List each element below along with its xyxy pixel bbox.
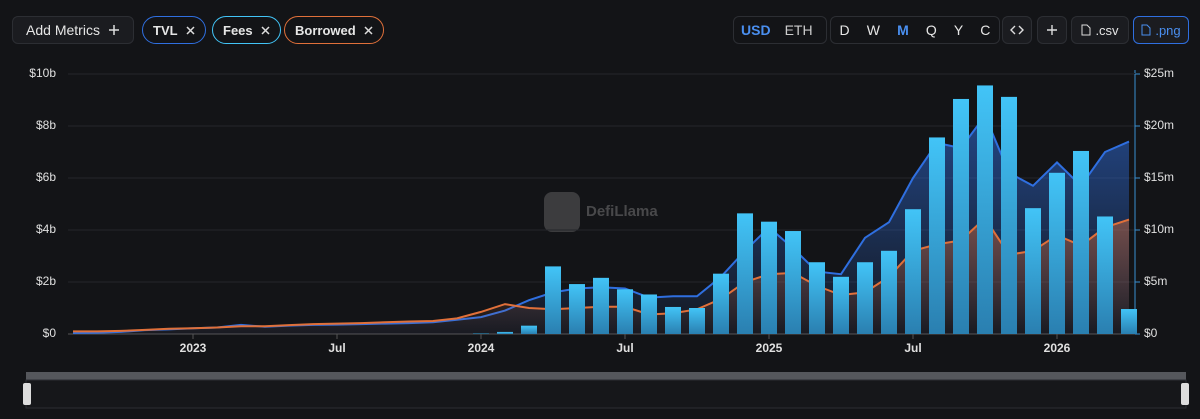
x-tick-label: Jul bbox=[616, 341, 633, 355]
period-option[interactable]: D bbox=[839, 22, 850, 38]
bar bbox=[881, 250, 897, 334]
bar bbox=[473, 333, 489, 334]
y-tick-label: $0 bbox=[43, 326, 57, 340]
metric-chip[interactable]: Borrowed bbox=[284, 16, 384, 44]
bar bbox=[905, 209, 921, 334]
add-button[interactable] bbox=[1037, 16, 1067, 44]
area bbox=[73, 115, 1129, 334]
y2-tick-label: $25m bbox=[1144, 66, 1174, 80]
bar bbox=[569, 284, 585, 334]
plus-icon bbox=[108, 25, 119, 35]
close-icon[interactable] bbox=[364, 25, 373, 35]
period-option[interactable]: W bbox=[866, 22, 880, 38]
x-tick-label: 2025 bbox=[756, 341, 783, 355]
currency-toggle: USD ETH bbox=[733, 16, 827, 44]
y2-tick-label: $5m bbox=[1144, 274, 1167, 288]
y-tick-label: $10b bbox=[29, 66, 56, 80]
watermark-text: DefiLlama bbox=[586, 203, 658, 220]
y-tick-label: $8b bbox=[36, 118, 56, 132]
bar bbox=[953, 98, 969, 335]
bar bbox=[689, 308, 705, 334]
embed-button[interactable] bbox=[1002, 16, 1032, 44]
code-icon bbox=[1010, 25, 1024, 35]
bar bbox=[713, 273, 729, 334]
bar bbox=[1001, 96, 1017, 334]
add-metrics-button[interactable]: Add Metrics bbox=[12, 16, 134, 44]
bar bbox=[1025, 208, 1041, 334]
zoom-brush[interactable] bbox=[25, 379, 1187, 409]
bar bbox=[665, 306, 681, 334]
watermark: DefiLlama bbox=[544, 192, 658, 232]
y-tick-label: $6b bbox=[36, 170, 56, 184]
line bbox=[73, 216, 1130, 333]
file-icon bbox=[1081, 24, 1091, 36]
line bbox=[72, 113, 1130, 334]
png-label: .png bbox=[1155, 22, 1181, 38]
bar bbox=[929, 137, 945, 334]
metric-chip-label: Fees bbox=[223, 22, 253, 38]
close-icon[interactable] bbox=[261, 25, 270, 35]
add-metrics-label: Add Metrics bbox=[26, 22, 100, 38]
bar bbox=[1097, 216, 1113, 334]
area bbox=[73, 218, 1129, 334]
bar bbox=[545, 266, 561, 334]
bar bbox=[977, 85, 993, 334]
bar bbox=[737, 213, 753, 334]
currency-option[interactable]: USD bbox=[741, 22, 771, 38]
x-tick-label: Jul bbox=[904, 341, 921, 355]
bar bbox=[593, 277, 609, 334]
x-tick-label: 2026 bbox=[1044, 341, 1071, 355]
period-option[interactable]: C bbox=[980, 22, 991, 38]
csv-button[interactable]: .csv bbox=[1071, 16, 1129, 44]
bar bbox=[641, 294, 657, 334]
file-icon bbox=[1141, 24, 1151, 36]
bar bbox=[617, 289, 633, 334]
x-tick-label: Jul bbox=[328, 341, 345, 355]
period-option[interactable]: Q bbox=[925, 22, 937, 38]
x-tick-label: 2023 bbox=[180, 341, 207, 355]
y2-tick-label: $0 bbox=[1144, 326, 1158, 340]
bar bbox=[1121, 309, 1137, 334]
metric-chip-label: TVL bbox=[153, 22, 178, 38]
metric-chip[interactable]: TVL bbox=[142, 16, 206, 44]
y2-tick-label: $10m bbox=[1144, 222, 1174, 236]
y-tick-label: $4b bbox=[36, 222, 56, 236]
y-tick-label: $2b bbox=[36, 274, 56, 288]
currency-option[interactable]: ETH bbox=[784, 22, 813, 38]
zoom-handle-right[interactable] bbox=[1181, 383, 1189, 405]
bar bbox=[1073, 150, 1089, 334]
bar bbox=[809, 262, 825, 334]
period-option[interactable]: M bbox=[897, 22, 909, 38]
bar bbox=[497, 331, 513, 334]
metric-chip[interactable]: Fees bbox=[212, 16, 281, 44]
y2-tick-label: $20m bbox=[1144, 118, 1174, 132]
bar bbox=[785, 231, 801, 334]
plus-icon bbox=[1047, 25, 1057, 35]
bar bbox=[857, 262, 873, 334]
close-icon[interactable] bbox=[186, 25, 195, 35]
bar bbox=[521, 325, 537, 334]
bar bbox=[833, 276, 849, 334]
x-tick-label: 2024 bbox=[468, 341, 495, 355]
bar bbox=[761, 221, 777, 334]
y2-tick-label: $15m bbox=[1144, 170, 1174, 184]
png-button[interactable]: .png bbox=[1133, 16, 1189, 44]
period-option[interactable]: Y bbox=[953, 22, 964, 38]
csv-label: .csv bbox=[1095, 22, 1119, 38]
metric-chip-label: Borrowed bbox=[295, 22, 356, 38]
zoom-handle-left[interactable] bbox=[23, 383, 31, 405]
zoom-handle-bar[interactable] bbox=[26, 372, 1186, 380]
bar bbox=[1049, 172, 1065, 334]
